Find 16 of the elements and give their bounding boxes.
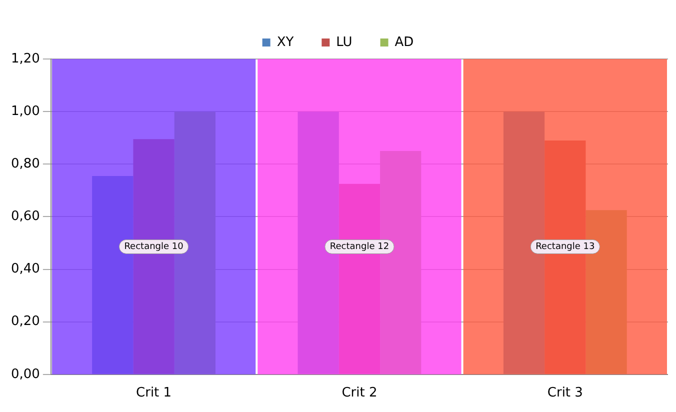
y-tick-label: 1,00 xyxy=(10,104,40,119)
y-tick-label: 0,60 xyxy=(10,209,40,224)
band-label: Rectangle 12 xyxy=(330,242,390,252)
y-tick-label: 0,40 xyxy=(10,262,40,277)
y-tick-label: 0,80 xyxy=(10,156,40,172)
band-label: Rectangle 10 xyxy=(124,242,184,252)
legend-label: LU xyxy=(336,34,352,50)
y-tick-label: 1,20 xyxy=(10,51,40,66)
x-tick-label: Crit 1 xyxy=(136,386,172,401)
band-label: Rectangle 13 xyxy=(536,242,595,252)
x-tick-label: Crit 2 xyxy=(342,386,378,401)
legend-label: AD xyxy=(394,34,414,50)
y-tick-label: 0,00 xyxy=(10,366,40,382)
y-tick-label: 0,20 xyxy=(10,314,40,330)
x-tick-label: Crit 3 xyxy=(547,386,583,401)
legend-label: XY xyxy=(276,34,294,50)
